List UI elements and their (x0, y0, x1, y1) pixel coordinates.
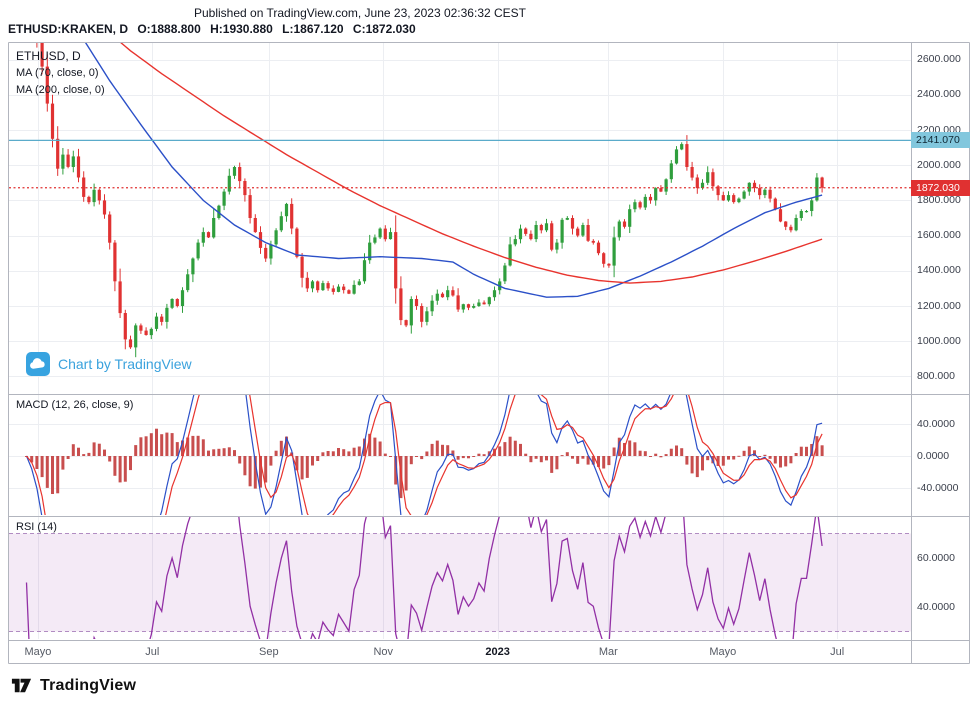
symbol-title: ETHUSD:KRAKEN, D (8, 22, 128, 36)
price-marker-last: 1872.030 (911, 179, 970, 196)
high-value: 1930.880 (222, 22, 273, 36)
axis-label: 1400.000 (917, 264, 961, 277)
price-marker-high: 2141.070 (911, 132, 970, 149)
time-axis-label: Jul (145, 646, 160, 658)
axis-label: 40.0000 (917, 600, 955, 613)
axis-label: 40.0000 (917, 417, 955, 430)
time-axis-label: 2023 (485, 646, 510, 658)
axis-label: 1200.000 (917, 299, 961, 312)
time-axis-label: Mayo (24, 646, 52, 658)
legend-symbol: ETHUSD, D (16, 49, 81, 63)
open-label: O: (137, 22, 151, 36)
close-label: C: (352, 22, 366, 36)
published-line: Published on TradingView.com, June 23, 2… (194, 6, 526, 20)
axis-label: 1800.000 (917, 193, 961, 206)
low-value: 1867.120 (293, 22, 344, 36)
axis-label: 2400.000 (917, 88, 961, 101)
time-axis-label: Jul (830, 646, 845, 658)
time-axis-label: Nov (373, 646, 393, 658)
axis-label: 0.0000 (917, 449, 950, 462)
time-axis-label: Mar (598, 646, 618, 658)
legend-ma70: MA (70, close, 0) (16, 67, 99, 79)
close-value: 1872.030 (365, 22, 416, 36)
macd-legend: MACD (12, 26, close, 9) (16, 399, 134, 411)
axis-label: 2600.000 (917, 53, 961, 66)
high-label: H: (210, 22, 223, 36)
time-axis-label: Sep (259, 646, 279, 658)
main-chart-legend: ETHUSD, D MA (70, close, 0) MA (200, clo… (16, 48, 105, 99)
footer-brand-link[interactable]: TradingView (10, 674, 136, 697)
axis-label: 2000.000 (917, 158, 961, 171)
legend-ma200: MA (200, close, 0) (16, 84, 105, 96)
tradingview-cloud-logo-icon (26, 352, 50, 376)
axis-label: 800.000 (917, 369, 955, 382)
symbol-ohlc-line: ETHUSD:KRAKEN, D O:1888.800 H:1930.880 L… (8, 22, 416, 36)
rsi-legend: RSI (14) (16, 521, 57, 533)
watermark-link[interactable]: Chart by TradingView (26, 352, 192, 376)
axis-label: 60.0000 (917, 551, 955, 564)
footer-brand-text: TradingView (40, 676, 137, 694)
time-axis-label: Mayo (709, 646, 737, 658)
axis-label: 1600.000 (917, 229, 961, 242)
axis-label: 1000.000 (917, 334, 961, 347)
axis-label: -40.0000 (917, 481, 959, 494)
open-value: 1888.800 (150, 22, 201, 36)
low-label: L: (282, 22, 294, 36)
tradingview-logo-icon (10, 674, 33, 697)
watermark-label: Chart by TradingView (58, 356, 192, 372)
